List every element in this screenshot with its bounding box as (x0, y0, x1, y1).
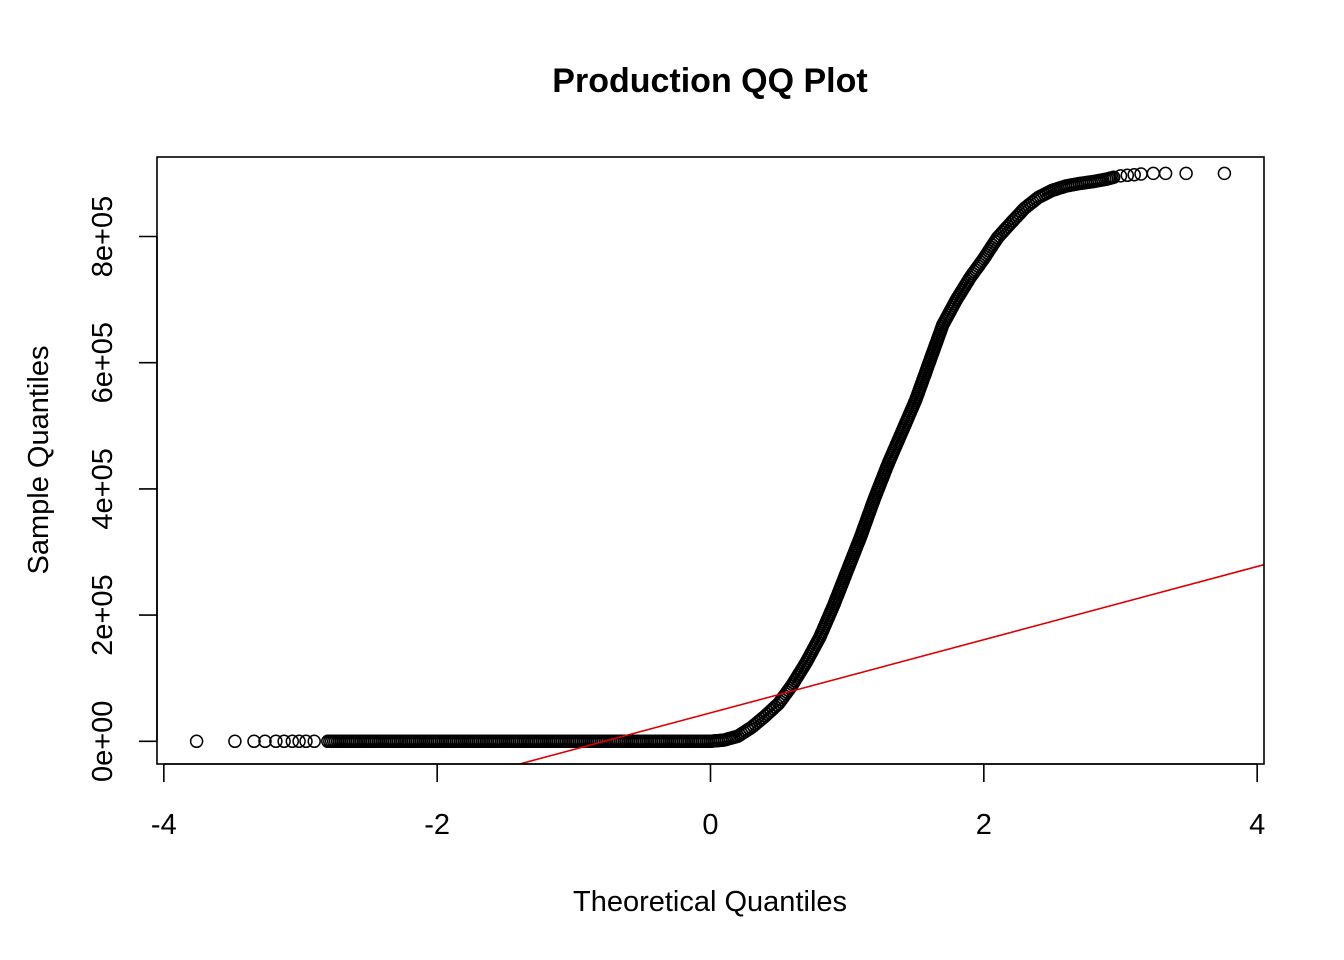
x-tick-label: -4 (151, 809, 177, 841)
qq-reference-line (519, 563, 1265, 765)
data-point (1120, 168, 1135, 183)
x-tick-label: 4 (1249, 809, 1265, 841)
data-point (285, 734, 300, 749)
y-tick-label: 6e+05 (87, 322, 119, 403)
data-point (1179, 166, 1193, 181)
y-axis: 0e+00 2e+05 4e+05 6e+05 8e+05 (87, 196, 158, 782)
x-tick-label: 2 (976, 809, 992, 841)
data-point (1158, 166, 1173, 181)
y-axis-title: Sample Quantiles (23, 346, 55, 575)
data-point (277, 734, 291, 749)
data-point (307, 734, 321, 749)
y-tick-label: 4e+05 (87, 448, 119, 529)
x-axis-title: Theoretical Quantiles (573, 886, 847, 918)
data-point (1113, 169, 1128, 183)
data-point (258, 734, 272, 749)
data-point (247, 734, 261, 749)
data-point (292, 734, 306, 749)
data-point (228, 734, 242, 749)
data-point (1217, 166, 1232, 181)
x-tick-label: 0 (702, 809, 718, 841)
y-tick-label: 0e+00 (87, 701, 119, 782)
data-points (189, 166, 1232, 749)
x-axis: -4 -2 0 2 4 (151, 763, 1265, 841)
data-point (299, 734, 313, 749)
y-tick-label: 2e+05 (87, 574, 119, 655)
chart-title: Production QQ Plot (552, 62, 867, 100)
data-point (189, 734, 204, 749)
data-point (1127, 167, 1141, 182)
y-tick-label: 8e+05 (87, 196, 119, 277)
data-point (269, 734, 283, 749)
x-tick-label: -2 (424, 809, 450, 841)
data-point (1106, 170, 1121, 184)
